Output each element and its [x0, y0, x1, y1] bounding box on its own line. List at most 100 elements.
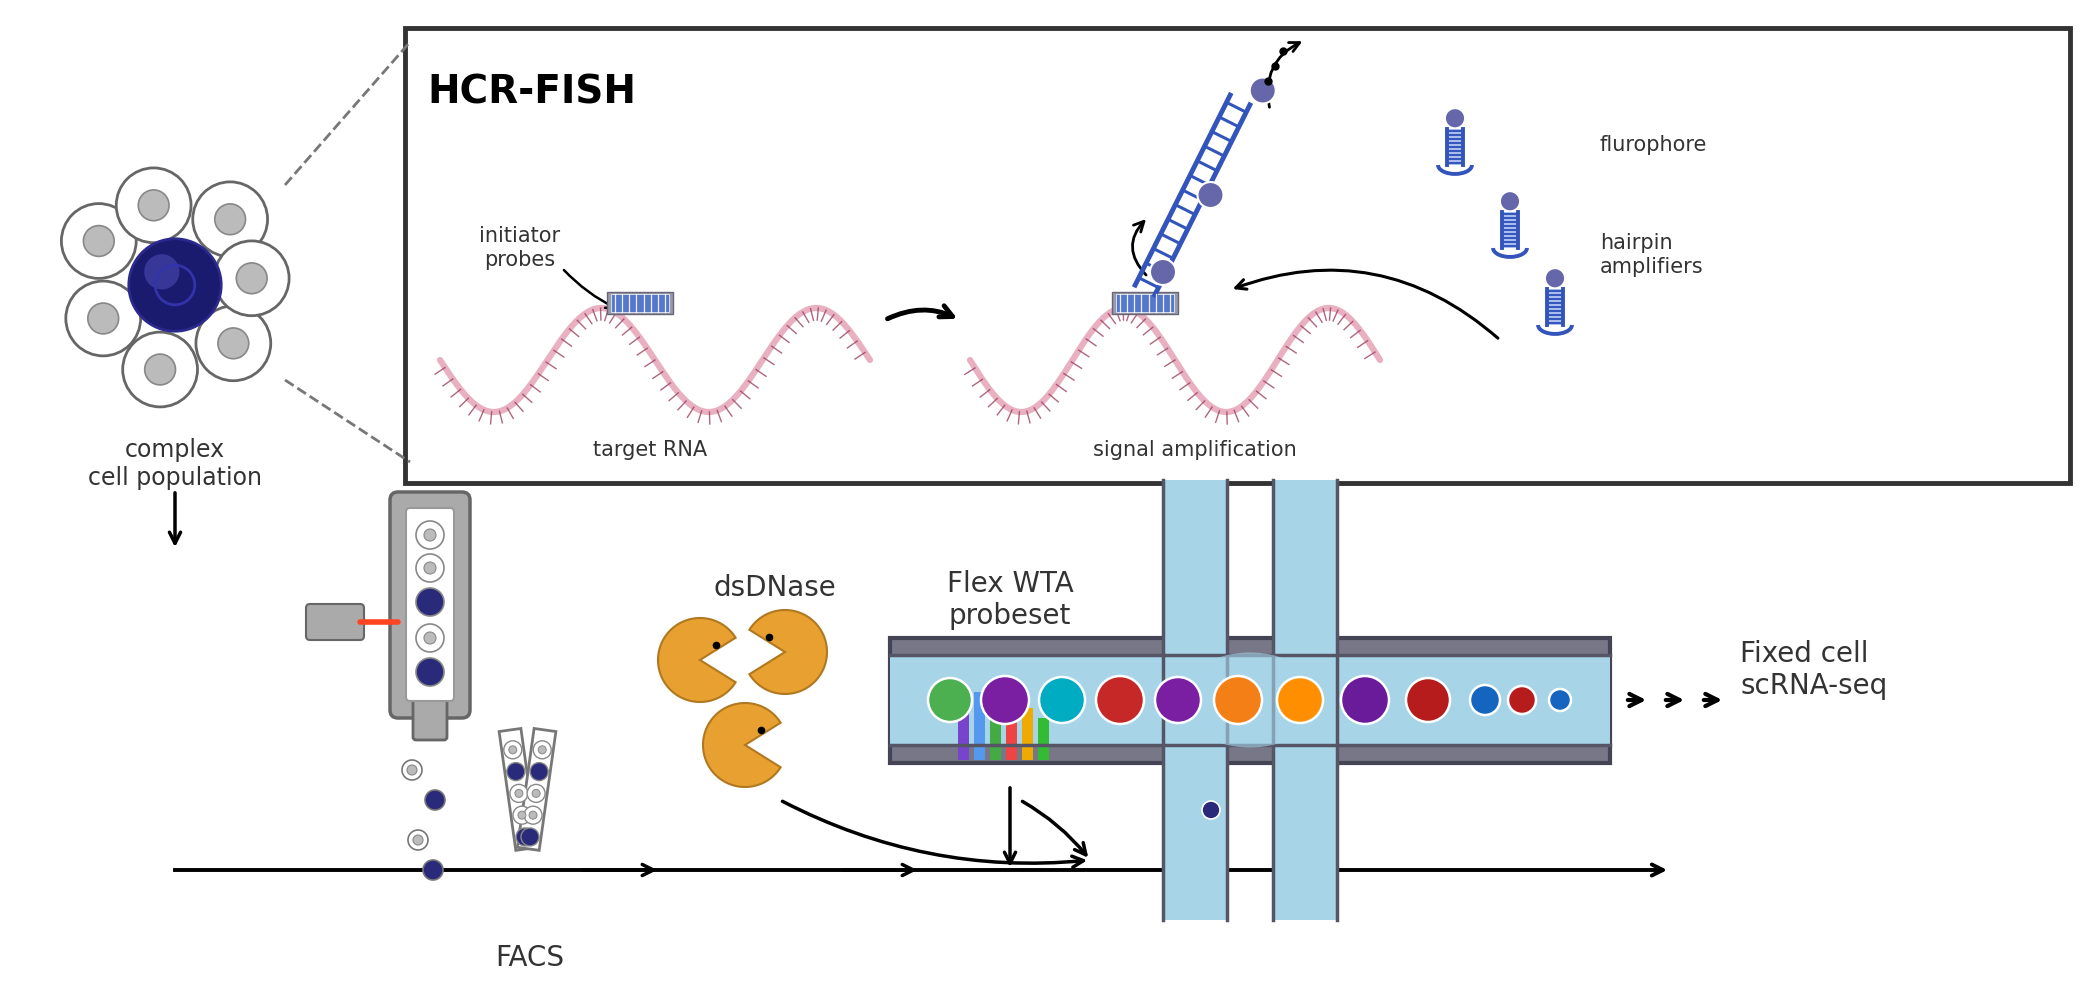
Text: Fixed cell
scRNA-seq: Fixed cell scRNA-seq	[1740, 640, 1886, 700]
Polygon shape	[518, 728, 555, 850]
Circle shape	[415, 624, 444, 652]
Text: signal amplification: signal amplification	[1094, 440, 1297, 460]
Bar	[1113, 292, 1178, 314]
Circle shape	[1507, 686, 1536, 714]
Circle shape	[195, 306, 270, 381]
Circle shape	[530, 763, 549, 781]
Circle shape	[518, 811, 526, 819]
Circle shape	[84, 226, 113, 256]
Text: dsDNase: dsDNase	[713, 574, 836, 602]
Bar	[891, 655, 1610, 745]
FancyBboxPatch shape	[413, 699, 446, 740]
Circle shape	[415, 658, 444, 686]
Circle shape	[1406, 678, 1450, 722]
Bar	[1547, 289, 1564, 325]
Circle shape	[413, 835, 423, 845]
Bar	[405, 28, 2071, 483]
Circle shape	[1545, 268, 1566, 288]
Circle shape	[532, 789, 541, 797]
Circle shape	[1469, 685, 1501, 715]
Polygon shape	[658, 618, 736, 702]
Bar	[1115, 294, 1174, 312]
Circle shape	[237, 263, 266, 294]
Circle shape	[138, 190, 170, 221]
Circle shape	[88, 303, 119, 334]
Text: Flex WTA
probeset: Flex WTA probeset	[947, 570, 1073, 630]
Text: HCR-FISH: HCR-FISH	[428, 74, 635, 112]
Bar	[1023, 708, 1033, 760]
Circle shape	[115, 168, 191, 243]
Circle shape	[509, 746, 518, 754]
Circle shape	[524, 806, 543, 824]
Polygon shape	[499, 728, 537, 850]
Circle shape	[1197, 182, 1224, 208]
Circle shape	[1444, 108, 1465, 128]
Circle shape	[407, 765, 417, 775]
Circle shape	[1040, 677, 1086, 723]
Circle shape	[145, 254, 180, 289]
Circle shape	[1214, 676, 1262, 724]
Bar	[1448, 129, 1463, 165]
Circle shape	[1501, 191, 1520, 211]
Circle shape	[145, 354, 176, 385]
Bar	[1503, 212, 1518, 248]
Text: flurophore: flurophore	[1599, 135, 1708, 155]
Circle shape	[516, 789, 522, 797]
Circle shape	[509, 784, 528, 802]
FancyBboxPatch shape	[407, 508, 455, 701]
Circle shape	[1341, 676, 1390, 724]
Circle shape	[514, 806, 530, 824]
Circle shape	[415, 554, 444, 582]
Bar	[1006, 700, 1017, 760]
Circle shape	[528, 811, 537, 819]
Circle shape	[409, 830, 428, 850]
FancyBboxPatch shape	[306, 604, 365, 640]
Bar	[612, 294, 669, 312]
Text: initiator
probes: initiator probes	[480, 226, 560, 270]
Circle shape	[503, 741, 522, 759]
Circle shape	[214, 241, 289, 316]
Circle shape	[929, 678, 973, 722]
Text: hairpin
amplifiers: hairpin amplifiers	[1599, 233, 1704, 277]
Bar	[608, 292, 673, 314]
Circle shape	[507, 763, 524, 781]
Circle shape	[415, 521, 444, 549]
Circle shape	[415, 588, 444, 616]
Circle shape	[65, 281, 140, 356]
Bar	[989, 712, 1002, 760]
Circle shape	[423, 562, 436, 574]
Circle shape	[1249, 78, 1276, 104]
Circle shape	[1276, 677, 1323, 723]
Circle shape	[193, 182, 268, 257]
Circle shape	[532, 741, 551, 759]
Circle shape	[539, 746, 547, 754]
Circle shape	[423, 860, 442, 880]
Polygon shape	[750, 610, 828, 694]
Ellipse shape	[1180, 652, 1320, 748]
Circle shape	[981, 676, 1029, 724]
Text: target RNA: target RNA	[593, 440, 706, 460]
Circle shape	[425, 790, 444, 810]
Circle shape	[1151, 259, 1176, 285]
Polygon shape	[702, 703, 780, 787]
Circle shape	[128, 239, 222, 331]
Bar	[975, 692, 985, 760]
FancyBboxPatch shape	[390, 492, 470, 718]
Bar	[1038, 718, 1048, 760]
Bar	[958, 705, 968, 760]
Circle shape	[526, 784, 545, 802]
Bar	[891, 638, 1610, 763]
Circle shape	[516, 828, 534, 846]
Circle shape	[423, 529, 436, 541]
Circle shape	[522, 828, 539, 846]
Circle shape	[61, 204, 136, 278]
Circle shape	[1155, 677, 1201, 723]
Circle shape	[214, 204, 245, 235]
Text: FACS: FACS	[495, 944, 564, 972]
Circle shape	[1096, 676, 1144, 724]
Circle shape	[423, 632, 436, 644]
Circle shape	[218, 328, 249, 359]
Circle shape	[1549, 689, 1572, 711]
Text: complex
cell population: complex cell population	[88, 438, 262, 490]
Bar	[1272, 480, 1337, 920]
